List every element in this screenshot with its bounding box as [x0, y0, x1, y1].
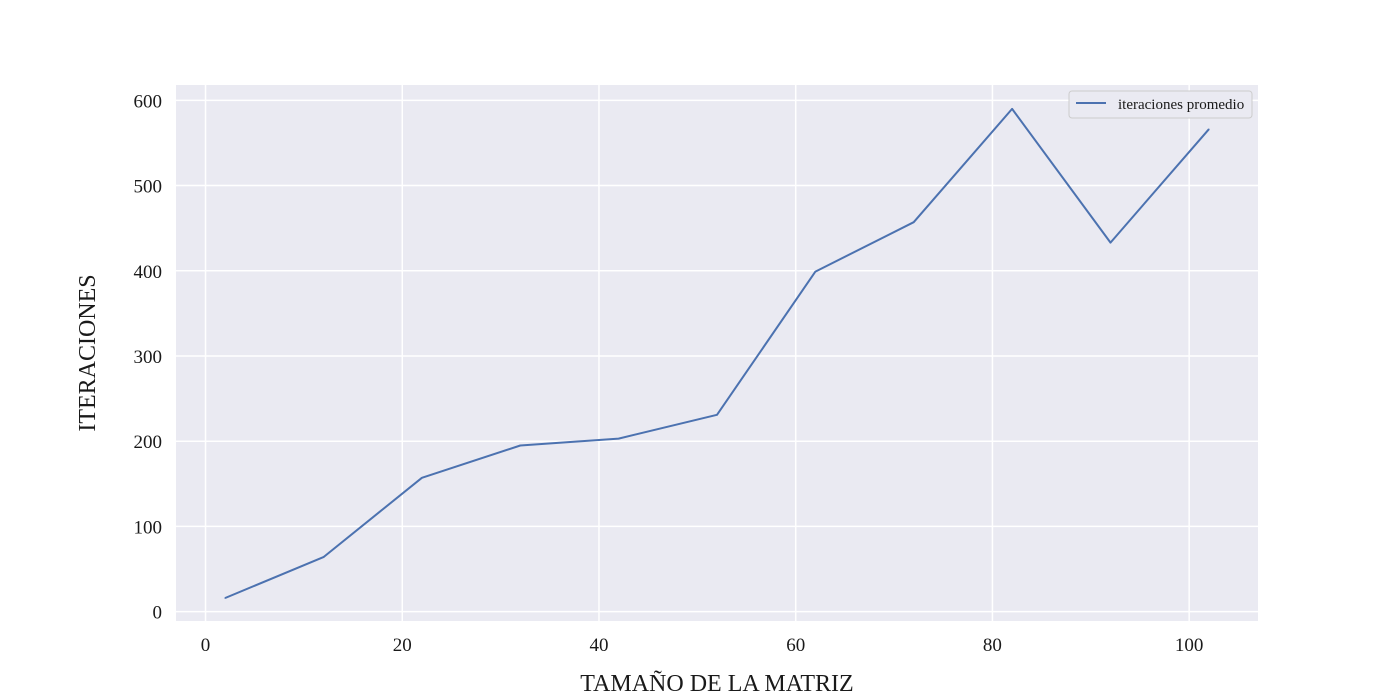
data-point	[814, 270, 817, 273]
x-tick-label: 100	[1175, 635, 1204, 656]
data-point	[912, 221, 915, 223]
y-tick-label: 500	[134, 177, 163, 198]
legend-box	[1068, 90, 1253, 119]
data-point	[617, 437, 620, 440]
plot-background	[176, 85, 1258, 621]
y-tick-label: 600	[134, 91, 163, 112]
data-point	[716, 413, 718, 416]
y-tick-label: 300	[134, 347, 163, 368]
x-tick-label: 0	[201, 635, 211, 656]
data-point	[322, 556, 325, 558]
x-tick-label: 20	[393, 635, 412, 656]
y-axis-label: ITERACIONES	[75, 274, 101, 431]
y-tick-label: 100	[134, 517, 163, 538]
data-point	[1208, 128, 1210, 131]
data-point	[519, 444, 522, 447]
x-tick-label: 40	[589, 635, 608, 656]
legend: iteraciones promedio	[1068, 90, 1253, 119]
data-point	[224, 597, 226, 599]
data-point	[1011, 108, 1013, 110]
data-point	[421, 477, 423, 479]
x-tick-labels: 0 20 40 60 80 100	[201, 635, 1204, 656]
legend-label: iteraciones promedio	[1118, 97, 1244, 113]
y-tick-label: 0	[153, 603, 163, 624]
series-layer	[224, 107, 1210, 599]
x-tick-label: 80	[983, 635, 1002, 656]
x-axis-label: TAMAÑO DE LA MATRIZ	[580, 671, 853, 697]
y-tick-label: 400	[134, 262, 163, 283]
y-tick-label: 200	[134, 432, 163, 453]
y-tick-labels: 0 100 200 300 400 500 600	[134, 91, 163, 623]
x-tick-label: 60	[786, 635, 805, 656]
data-point	[1109, 241, 1112, 244]
